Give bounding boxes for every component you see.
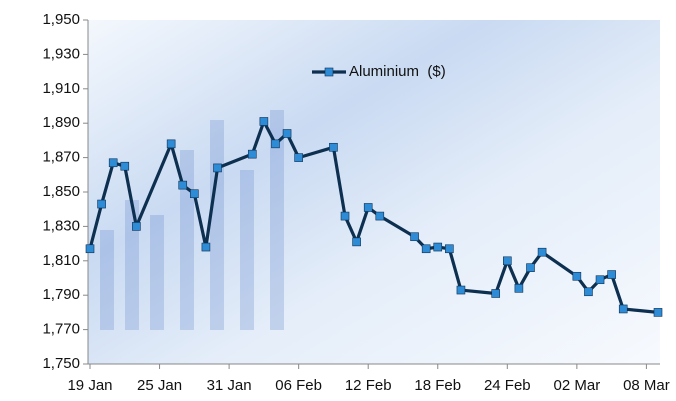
marker [456,285,466,295]
x-tick-label: 25 Jan [137,377,182,394]
marker [247,149,257,159]
y-tick-label: 1,910 [42,80,80,97]
marker [584,287,593,297]
marker [97,199,106,209]
marker [340,211,350,221]
marker [375,211,385,221]
marker [491,289,501,298]
marker [595,275,605,285]
marker [363,203,373,212]
y-tick-label: 1,870 [42,149,80,166]
x-tick-label: 06 Feb [275,377,322,394]
marker [618,304,628,314]
marker [259,117,269,126]
marker [213,163,222,173]
marker [132,222,141,231]
y-tick-label: 1,830 [42,217,80,234]
marker [166,139,176,149]
marker [178,180,188,190]
y-tick-label: 1,930 [42,45,80,62]
marker [201,242,211,252]
y-tick-label: 1,790 [42,286,80,303]
y-tick-label: 1,950 [42,11,80,28]
background-image [100,110,284,330]
legend-label: Aluminium ($) [349,63,446,80]
marker [410,232,419,242]
x-tick-label: 31 Jan [207,377,252,394]
y-tick-label: 1,750 [42,355,80,372]
x-tick-label: 24 Feb [484,377,531,394]
marker [190,189,199,199]
y-tick-label: 1,810 [42,252,80,269]
x-tick-label: 18 Feb [414,377,461,394]
x-tick-label: 02 Mar [554,377,601,394]
marker [108,158,118,168]
marker [526,263,535,272]
marker [329,142,338,152]
x-tick-label: 12 Feb [345,377,392,394]
marker [85,244,95,254]
marker [445,244,454,254]
x-tick-label: 08 Mar [623,377,670,394]
marker [514,284,524,293]
marker [282,129,292,138]
series-line [88,119,659,314]
marker [421,244,431,254]
legend-marker [324,67,334,77]
marker [271,139,280,149]
marker [572,271,582,281]
marker [294,153,303,162]
marker [503,256,512,266]
marker [537,247,547,257]
marker [120,161,130,171]
y-tick-label: 1,850 [42,183,80,200]
y-tick-label: 1,770 [42,321,80,338]
plot-background [88,20,660,364]
marker [352,237,361,247]
x-tick-label: 19 Jan [67,377,112,394]
y-tick-label: 1,890 [42,114,80,131]
marker [653,308,663,317]
marker [607,270,616,279]
marker [433,242,443,252]
